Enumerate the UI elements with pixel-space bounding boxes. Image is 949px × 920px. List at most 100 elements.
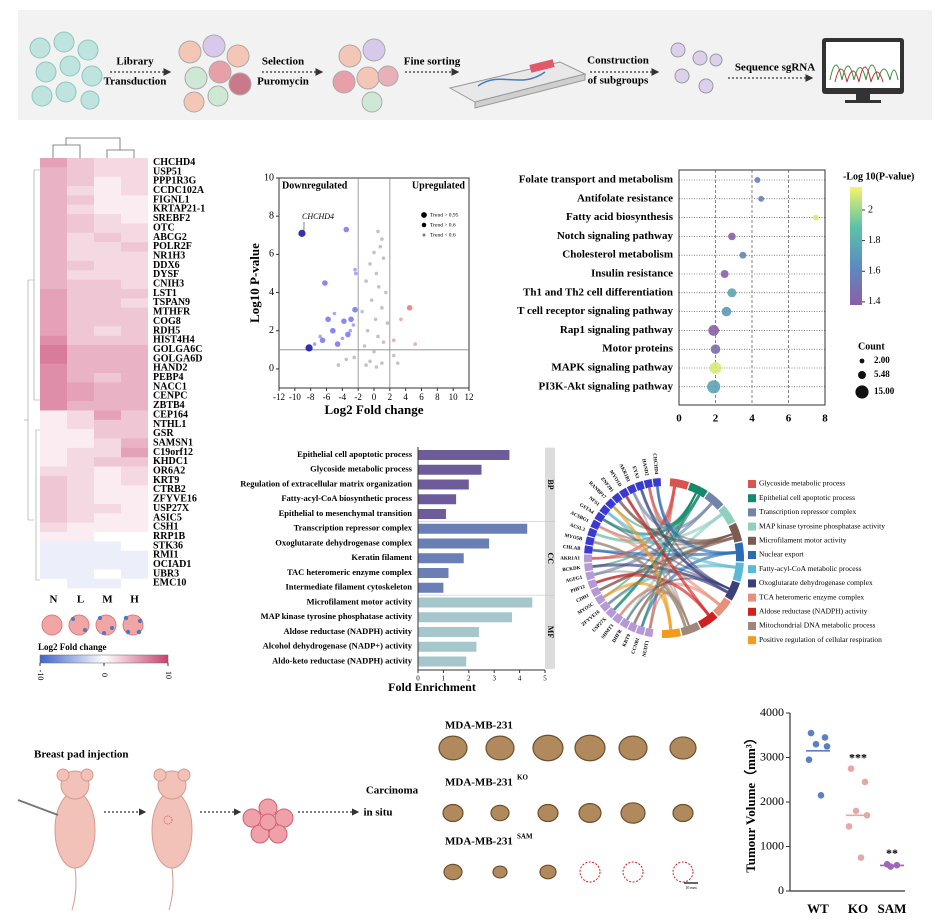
point <box>353 271 358 276</box>
gene-arc <box>584 545 593 554</box>
x-tick-label: 8 <box>435 392 440 402</box>
heatmap-cell <box>94 242 121 252</box>
heatmap-cell <box>67 204 94 215</box>
heatmap-cell <box>94 298 121 308</box>
heatmap-cell <box>40 251 67 262</box>
point <box>852 807 860 815</box>
sorting-chip <box>448 59 587 109</box>
legend-label: Nuclear export <box>759 550 805 559</box>
heatmap-cell <box>67 513 94 523</box>
row-label: KRTAP21-1 <box>153 204 205 215</box>
heatmap-cell <box>94 232 121 243</box>
size-legend-label: 5.48 <box>874 369 890 379</box>
heatmap-cell <box>121 186 148 196</box>
heatmap-cell <box>121 251 148 262</box>
gene-arc <box>594 511 606 523</box>
heatmap-cell <box>121 503 148 514</box>
category-label: Fatty acid biosynthesis <box>566 211 674 223</box>
row-label: CENPC <box>153 391 187 402</box>
heatmap-cell <box>40 288 67 299</box>
point <box>343 226 350 233</box>
category-label: Motor proteins <box>602 343 673 355</box>
y-tick-label: 4000 <box>760 705 784 719</box>
row-label: RDH5 <box>153 325 180 336</box>
plot-frame <box>278 177 470 389</box>
legend-label: MAP kinase tyrosine phosphatase activity <box>759 521 885 530</box>
legend-marker <box>421 222 427 228</box>
point <box>380 237 384 241</box>
row-label: MTHFR <box>153 307 191 318</box>
missing-tumour <box>622 861 644 883</box>
heatmap-cell <box>67 391 94 402</box>
bar <box>418 479 469 490</box>
row-label: CCDC102A <box>153 185 205 196</box>
point <box>406 305 413 311</box>
point <box>368 262 372 266</box>
gene-arc <box>590 586 602 598</box>
gene-arc <box>587 579 598 589</box>
gene-arc <box>605 607 617 619</box>
heatmap-cell <box>94 279 121 290</box>
heatmap-cell <box>94 214 121 224</box>
heatmap-cell <box>94 438 121 449</box>
gene-arc <box>618 487 630 499</box>
column-label: H <box>130 594 139 606</box>
heatmap-cell <box>121 195 148 206</box>
heatmap-cell <box>121 242 148 252</box>
row-label: DYSF <box>153 269 179 280</box>
bubble <box>709 362 722 374</box>
heatmap-cell <box>94 223 121 234</box>
point <box>365 328 370 333</box>
heatmap-cell <box>121 541 148 551</box>
gene-arc <box>584 554 593 563</box>
category-label: Folate transport and metabolism <box>519 174 673 186</box>
gene-arc <box>585 536 595 546</box>
gene-label: CHCHD4 <box>651 453 658 475</box>
row-label: EMC10 <box>153 578 186 589</box>
row-label: NACC1 <box>153 381 187 392</box>
injection-site <box>163 815 173 825</box>
category-label: TAC heteromeric enzyme complex <box>287 567 413 577</box>
legend-label: Mitochondrial DNA metabolic process <box>759 621 876 630</box>
point <box>344 357 349 362</box>
size-legend-title: Count <box>858 341 885 352</box>
row-label: CHCHD4 <box>153 157 195 168</box>
heatmap-cell <box>121 373 148 383</box>
heatmap-cell <box>40 401 67 411</box>
bubble <box>710 344 721 355</box>
term-arc <box>697 611 718 629</box>
category-label: MAP kinase tyrosine phosphatase activity <box>261 611 413 621</box>
point <box>298 229 306 237</box>
point <box>340 336 345 341</box>
legend-marker <box>421 212 427 218</box>
significance: *** <box>849 750 867 764</box>
point <box>364 363 368 367</box>
x-tick-label: -12 <box>273 392 285 402</box>
gene-arc <box>644 627 654 638</box>
heatmap-cell <box>121 158 148 168</box>
workflow-label: Sequence sgRNA <box>735 62 815 74</box>
term-arc <box>661 628 682 638</box>
heatmap-cell <box>40 569 67 580</box>
heatmap-cell <box>121 429 148 439</box>
gene-arc <box>635 480 645 491</box>
heatmap-cell <box>67 522 94 533</box>
heatmap-cell <box>121 522 148 533</box>
category-label: Th1 and Th2 cell differentiation <box>523 286 673 298</box>
y-tick-label: 10 <box>264 172 274 183</box>
heatmap-cell <box>40 513 67 523</box>
y-tick-label: 2000 <box>760 794 784 808</box>
heatmap-cell <box>40 382 67 393</box>
bubble <box>720 270 729 278</box>
heatmap-cell <box>67 288 94 299</box>
point <box>352 306 358 313</box>
heatmap-cell <box>40 532 67 542</box>
x-tick-label: SAM <box>878 901 907 916</box>
heatmap-cell <box>40 541 67 551</box>
tumour <box>618 735 648 761</box>
workflow-label: Library <box>116 56 154 68</box>
x-tick-label: 6 <box>786 413 792 425</box>
x-tick-label: 4 <box>749 413 755 425</box>
category-label: Fatty-acyl-CoA biosynthetic process <box>281 493 412 503</box>
